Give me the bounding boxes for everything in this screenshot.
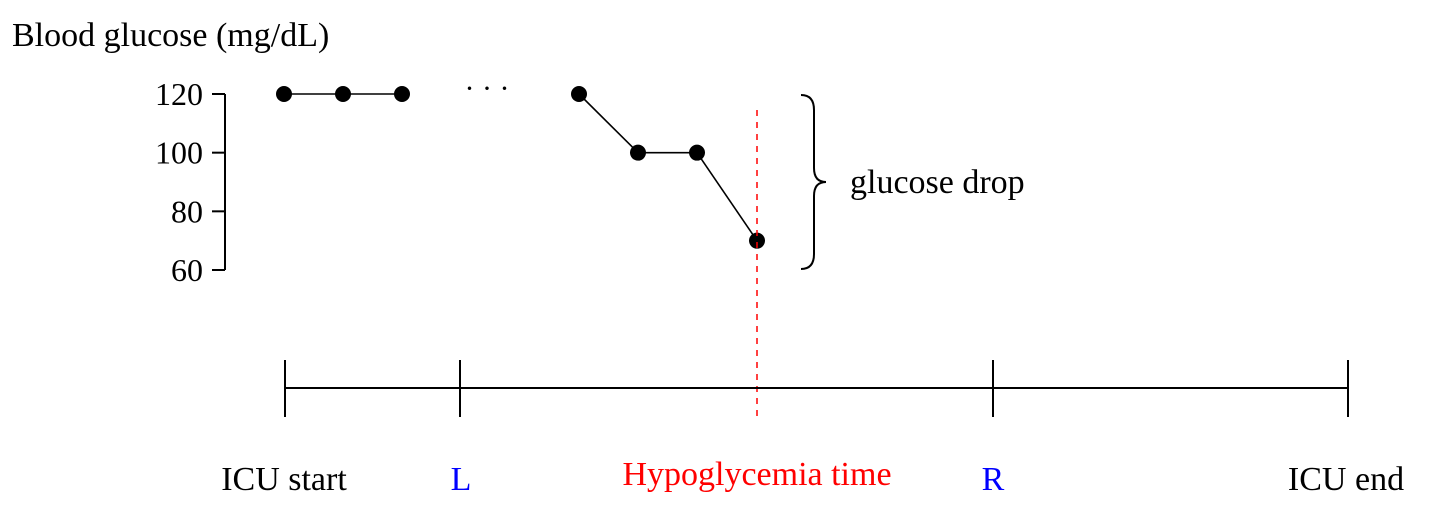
timeline-label-start: ICU start bbox=[221, 461, 347, 498]
late-readings-point-3 bbox=[749, 232, 765, 249]
data-lines bbox=[284, 93, 758, 242]
late-readings-line-0 bbox=[578, 93, 639, 154]
initial-readings-point-1 bbox=[335, 86, 351, 102]
late-readings-point-2 bbox=[689, 144, 705, 161]
late-readings-point-0 bbox=[571, 86, 587, 102]
glucose-drop-label: glucose drop bbox=[850, 164, 1025, 201]
y-tick-label: 100 bbox=[155, 135, 203, 171]
timeline-label-left: L bbox=[451, 461, 472, 498]
initial-readings-point-2 bbox=[394, 86, 410, 102]
chart-title: Blood glucose (mg/dL) bbox=[12, 17, 329, 54]
glucose-drop-brace bbox=[800, 94, 827, 270]
y-tick-label: 60 bbox=[171, 252, 203, 288]
timeline-label-event: Hypoglycemia time bbox=[622, 456, 891, 493]
late-readings-point-1 bbox=[630, 144, 646, 161]
y-tick-label: 80 bbox=[171, 193, 203, 229]
initial-readings-point-0 bbox=[276, 86, 292, 102]
y-tick-label: 120 bbox=[155, 76, 203, 112]
ellipsis-marker: · · · bbox=[465, 72, 510, 105]
y-axis-ticks: 120 100 80 60 bbox=[155, 76, 225, 288]
timeline-label-end: ICU end bbox=[1288, 461, 1404, 498]
late-readings-line-2 bbox=[696, 152, 758, 242]
timeline-label-right: R bbox=[982, 461, 1005, 498]
data-points bbox=[276, 86, 765, 249]
